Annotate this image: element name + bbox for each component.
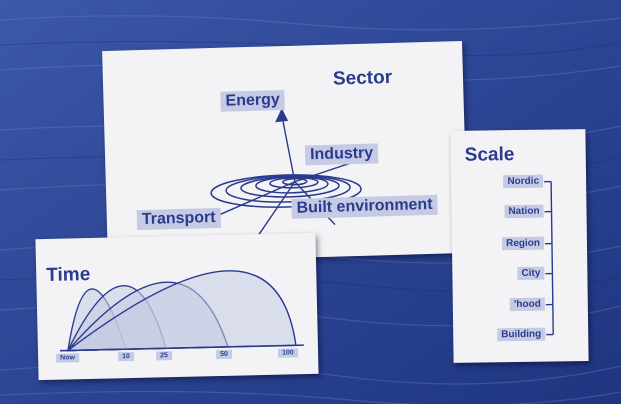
spiral-ring	[255, 176, 329, 194]
time-tick-25: 25	[156, 351, 173, 361]
time-tick-now: Now	[56, 353, 80, 363]
sector-diagram	[210, 108, 364, 238]
time-tick-10: 10	[118, 351, 135, 362]
sector-label-energy: Energy	[220, 89, 286, 112]
scale-level-nordic: Nordic	[503, 174, 544, 189]
spiral-line	[256, 181, 296, 238]
scale-card: Scale Nordic Nation Region City 'hood Bu…	[450, 129, 589, 363]
time-card: Time Now 10 25 50 100	[35, 232, 319, 381]
time-tick-50: 50	[215, 349, 232, 360]
time-curve-100	[65, 270, 297, 352]
transport-axis	[216, 181, 296, 217]
scale-bracket	[544, 180, 554, 336]
sector-label-industry: Industry	[304, 143, 379, 166]
sector-label-transport: Transport	[136, 207, 221, 231]
sector-card: Sector Energy Industry Transport Built e	[102, 41, 468, 263]
time-curves	[59, 270, 304, 352]
sector-label-built-environment: Built environment	[291, 194, 438, 219]
scale-level-building: Building	[497, 327, 546, 342]
arrow-up-icon	[275, 108, 289, 123]
spiral-ring	[225, 175, 351, 203]
time-tick-100: 100	[277, 348, 298, 358]
scale-level-city: City	[517, 266, 545, 281]
spiral-ring	[210, 174, 362, 208]
energy-axis	[281, 115, 296, 182]
time-axis	[59, 344, 304, 352]
scale-level-region: Region	[501, 236, 545, 251]
scale-level-nation: Nation	[504, 204, 544, 219]
scale-level-hood: 'hood	[509, 297, 545, 312]
